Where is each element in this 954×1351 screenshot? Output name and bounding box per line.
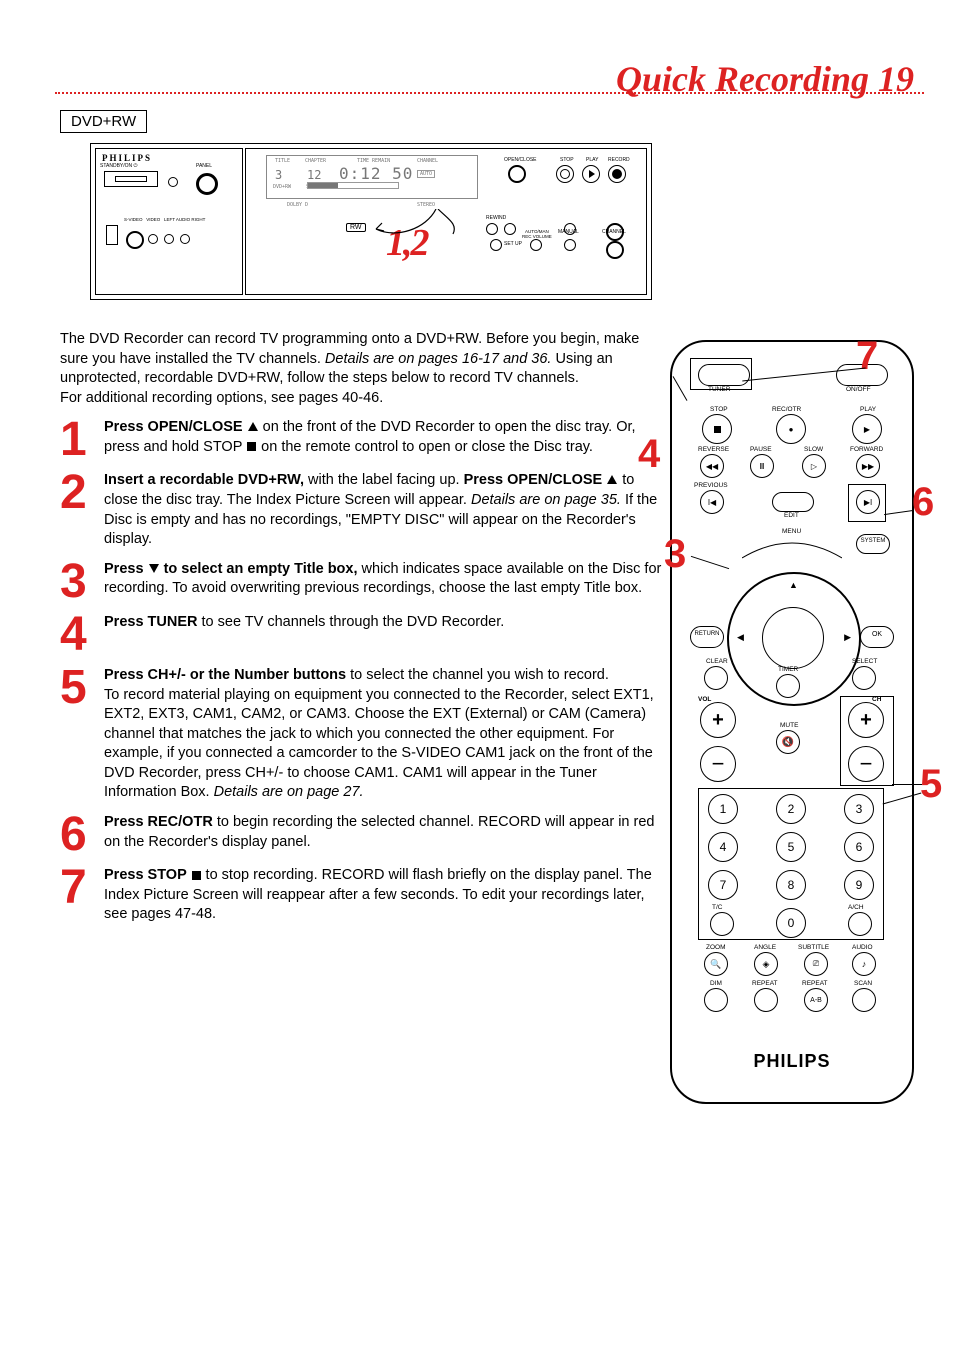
play-button: ▶ [852, 414, 882, 444]
vol-up: + [700, 702, 736, 738]
step-4: 4 Press TUNER to see TV channels through… [60, 613, 670, 656]
ok-button: OK [860, 626, 894, 648]
stop-icon [247, 442, 256, 451]
system-button: SYSTEM [856, 534, 890, 554]
callout-7: 7 [856, 334, 878, 379]
title-divider [55, 92, 924, 94]
step-5: 5 Press CH+/- or the Number buttons to s… [60, 666, 670, 803]
rec-button: ● [776, 414, 806, 444]
stop-button [702, 414, 732, 444]
device-brand: PHILIPS [102, 153, 152, 163]
mute-button: 🔇 [776, 730, 800, 754]
steps-list: 1 Press OPEN/CLOSE on the front of the D… [60, 418, 670, 925]
vol-down: − [700, 746, 736, 782]
step-6: 6 Press REC/OTR to begin recording the s… [60, 813, 670, 856]
format-box: DVD+RW [60, 110, 147, 133]
remote-illustration: TUNER ON/OFF STOP REC/OTR ● PLAY ▶ REVER… [670, 340, 914, 1104]
callout-3: 3 [664, 532, 686, 577]
eject-icon [607, 475, 617, 484]
step-7: 7 Press STOP to stop recording. RECORD w… [60, 866, 670, 925]
eject-icon [248, 422, 258, 431]
step-1: 1 Press OPEN/CLOSE on the front of the D… [60, 418, 670, 461]
stop-icon [192, 871, 201, 880]
remote-brand: PHILIPS [672, 1051, 912, 1072]
callout-4: 4 [638, 432, 660, 477]
callout-6: 6 [912, 480, 934, 525]
callout-5: 5 [920, 762, 942, 807]
step-2: 2 Insert a recordable DVD+RW, with the l… [60, 471, 670, 549]
return-button: RETURN [690, 626, 724, 648]
step-3: 3 Press to select an empty Title box, wh… [60, 560, 670, 603]
callout-arrow-12 [366, 209, 466, 269]
down-icon [149, 564, 159, 573]
intro-text: The DVD Recorder can record TV programmi… [60, 330, 640, 408]
device-illustration: PHILIPS STANDBY/ON ⏻ PANEL S-VIDEO VIDEO… [90, 143, 914, 300]
